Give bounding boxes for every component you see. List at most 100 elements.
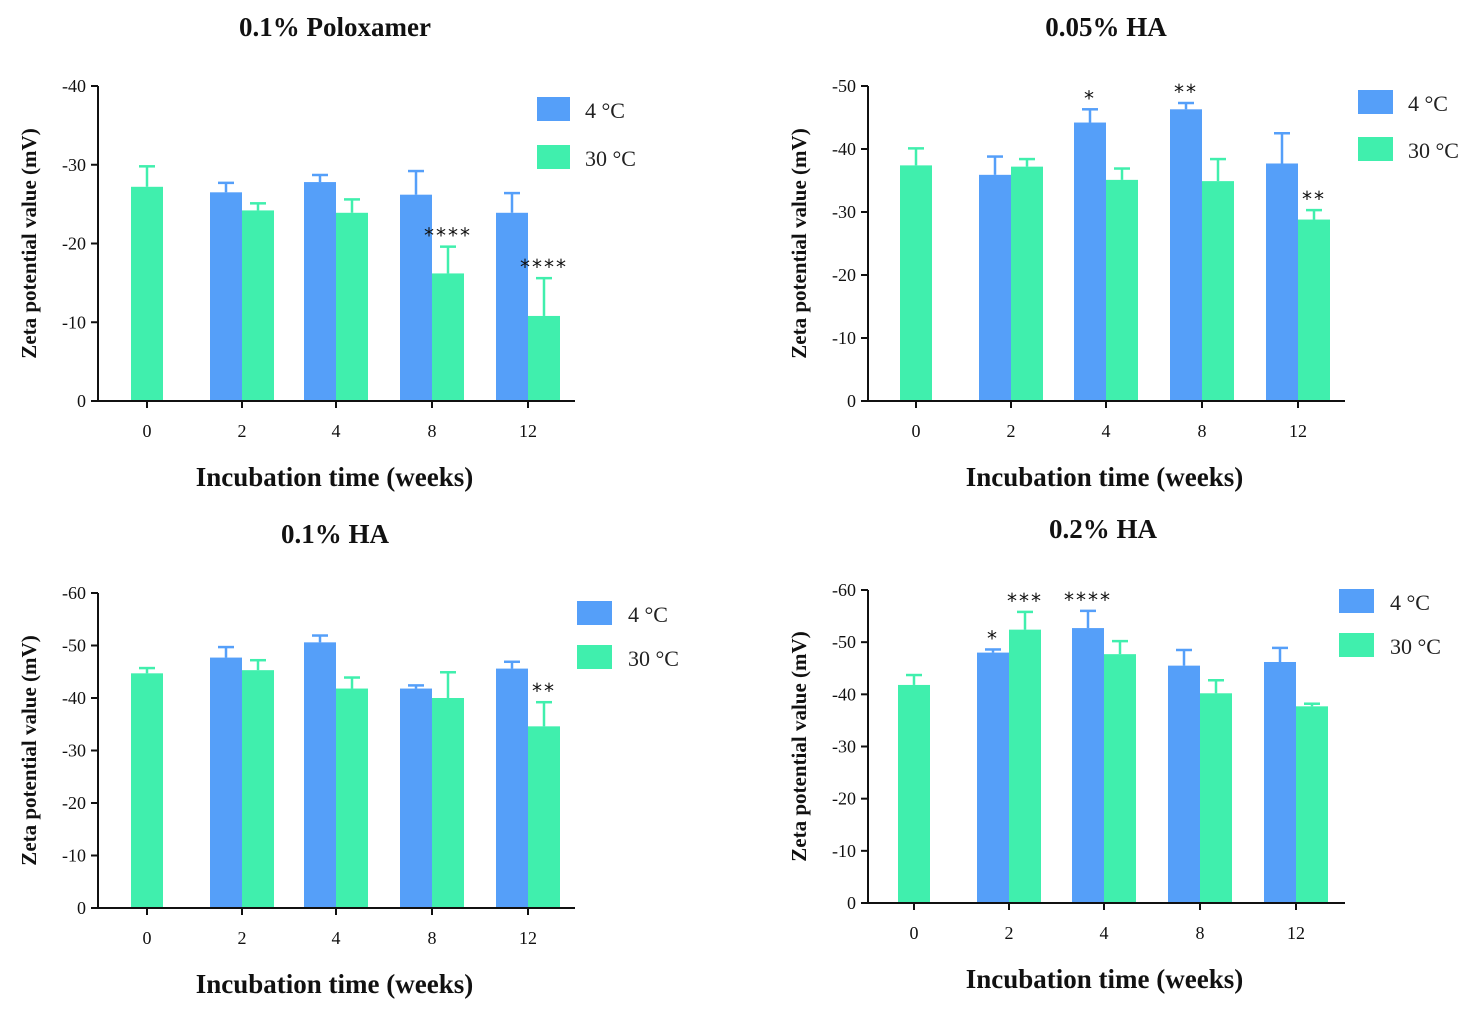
bar-30C-week-12 (1296, 706, 1328, 903)
bar-30C-week-2 (242, 210, 274, 401)
chart-panel-3: 0.1% HA 0 -10 -20 -30 -40 -50 -60 ** 0 2 4 8 12 Incuba… (17, 519, 679, 999)
y-tick-label: -20 (832, 789, 856, 809)
bar-4C-week-12 (1266, 163, 1298, 401)
legend-label-30C: 30 °C (1390, 634, 1441, 659)
x-axis-label: Incubation time (weeks) (196, 969, 474, 999)
legend-label-4C: 4 °C (585, 98, 625, 123)
legend-label-4C: 4 °C (628, 602, 668, 627)
bar-30C-week-8 (1200, 693, 1232, 903)
significance-marker: ** (1174, 80, 1198, 104)
chart-title: 0.1% Poloxamer (239, 12, 431, 42)
y-tick-label: -40 (832, 684, 856, 704)
legend-swatch-30C (1358, 137, 1393, 161)
y-tick-label: -30 (832, 202, 856, 222)
y-axis-label: Zeta potential value (mV) (17, 128, 41, 358)
x-tick-label: 4 (1100, 923, 1109, 943)
bar-4C-week-12 (496, 668, 528, 908)
x-tick-label: 4 (1102, 421, 1111, 441)
x-tick-label: 8 (1196, 923, 1205, 943)
x-tick-label: 0 (143, 421, 152, 441)
bar-4C-week-8 (400, 194, 432, 401)
chart-panel-1: 0.1% Poloxamer 0 -10 -20 -30 -40 **** **** 0 2 4 8 1… (17, 12, 636, 492)
y-tick-label: -10 (62, 312, 86, 332)
y-tick-label: -10 (832, 841, 856, 861)
x-tick-label: 0 (910, 923, 919, 943)
bar-4C-week-8 (400, 688, 432, 908)
legend-label-4C: 4 °C (1390, 590, 1430, 615)
bar-4C-week-2 (979, 174, 1011, 401)
legend: 4 °C 30 °C (537, 97, 636, 171)
bar-4C-week-4 (304, 182, 336, 401)
x-tick-label: 2 (238, 928, 247, 948)
chart-panel-4: 0.2% HA0-10-20-30-40-50-60**** ****0 2 4 8 12… (787, 514, 1441, 994)
bar-4C-week-4 (304, 642, 336, 908)
bar-30C-week-8 (432, 273, 464, 401)
legend-swatch-4C (577, 601, 612, 625)
y-tick-label: -10 (62, 846, 86, 866)
y-tick-label: -40 (62, 76, 86, 96)
y-tick-label: -20 (832, 265, 856, 285)
y-tick-label: -20 (62, 234, 86, 254)
bar-30C-week-12 (528, 315, 560, 401)
bar-4C-week-4 (1072, 628, 1104, 903)
bar-4C-week-2 (210, 192, 242, 401)
bar-30C-week-0 (131, 673, 163, 908)
bar-30C-week-4 (336, 212, 368, 401)
significance-marker: ** (532, 679, 556, 703)
bar-30C-week-4 (336, 688, 368, 908)
legend-swatch-30C (1339, 633, 1374, 657)
y-axis-label: Zeta potential value (mV) (787, 631, 811, 861)
bar-30C-week-4 (1106, 179, 1138, 401)
significance-marker: *** (1007, 589, 1043, 613)
significance-marker: **** (424, 224, 472, 248)
significance-marker: ** (1302, 187, 1326, 211)
x-tick-label: 12 (1287, 923, 1305, 943)
x-tick-label: 2 (1005, 923, 1014, 943)
x-tick-label: 12 (1289, 421, 1307, 441)
x-axis-label: Incubation time (weeks) (966, 462, 1244, 492)
y-tick-label: 0 (847, 893, 856, 913)
bar-30C-week-12 (528, 726, 560, 908)
x-tick-label: 12 (519, 928, 537, 948)
bar-30C-week-0 (900, 165, 932, 401)
bar-30C-week-2 (1011, 166, 1043, 401)
bar-4C-week-12 (1264, 661, 1296, 903)
chart-panel-2: 0.05% HA0-10-20-30-40-50* ****0 2 4 8 12Incub… (787, 12, 1459, 492)
bar-30C-week-0 (898, 684, 930, 903)
y-tick-label: -60 (832, 580, 856, 600)
chart-title: 0.05% HA (1045, 12, 1167, 42)
bar-30C-week-2 (242, 670, 274, 908)
bar-4C-week-12 (496, 212, 528, 401)
y-axis-label: Zeta potential value (mV) (17, 635, 41, 865)
bar-30C-week-8 (432, 698, 464, 908)
y-tick-label: 0 (77, 898, 86, 918)
legend-swatch-30C (577, 645, 612, 669)
x-tick-label: 8 (428, 421, 437, 441)
legend: 4 °C 30 °C (577, 601, 679, 671)
bar-30C-week-2 (1009, 629, 1041, 903)
bar-30C-week-12 (1298, 219, 1330, 401)
legend: 4 °C 30 °C (1339, 589, 1441, 659)
legend-label-30C: 30 °C (628, 646, 679, 671)
bar-4C-week-4 (1074, 122, 1106, 401)
y-tick-label: -50 (832, 632, 856, 652)
y-axis-label: Zeta potential value (mV) (787, 128, 811, 358)
x-tick-label: 2 (1007, 421, 1016, 441)
x-axis-label: Incubation time (weeks) (196, 462, 474, 492)
y-tick-label: 0 (77, 391, 86, 411)
chart-title: 0.2% HA (1049, 514, 1158, 544)
x-tick-label: 8 (1198, 421, 1207, 441)
y-tick-label: -30 (62, 155, 86, 175)
bar-30C-week-8 (1202, 181, 1234, 401)
y-tick-label: -60 (62, 583, 86, 603)
bar-4C-week-2 (977, 652, 1009, 903)
bar-30C-week-0 (131, 186, 163, 401)
bar-4C-week-2 (210, 657, 242, 908)
y-tick-label: -30 (62, 741, 86, 761)
y-tick-label: -50 (62, 636, 86, 656)
x-tick-label: 4 (332, 928, 341, 948)
legend-swatch-4C (1339, 589, 1374, 613)
chart-title: 0.1% HA (281, 519, 390, 549)
y-tick-label: -50 (832, 76, 856, 96)
